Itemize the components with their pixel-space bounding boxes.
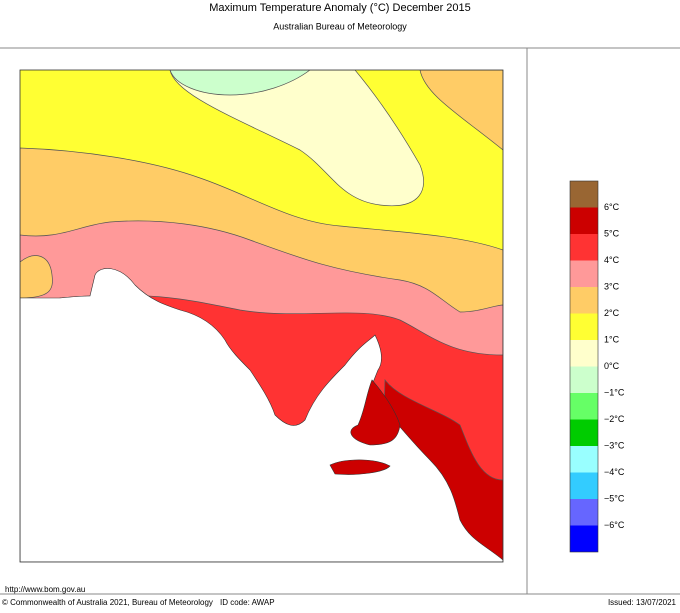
legend: 6°C 5°C 4°C 3°C 2°C 1°C 0°C −1°C −2°C −3°C −4°C −5°… bbox=[569, 180, 625, 553]
legend-swatch bbox=[570, 499, 598, 526]
legend-swatch bbox=[570, 207, 598, 234]
island bbox=[329, 459, 391, 475]
legend-border bbox=[569, 180, 599, 553]
legend-swatch bbox=[570, 472, 598, 499]
footer-copyright: © Commonwealth of Australia 2021, Bureau… bbox=[2, 598, 213, 607]
title: Maximum Temperature Anomaly (°C) Decembe… bbox=[209, 2, 471, 14]
legend-label: −5°C bbox=[604, 493, 625, 503]
legend-label: 1°C bbox=[604, 334, 620, 344]
sea bbox=[20, 268, 503, 562]
footer-url: http://www.bom.gov.au bbox=[5, 585, 85, 594]
legend-swatch bbox=[570, 419, 598, 446]
legend-label: −6°C bbox=[604, 520, 625, 530]
legend-swatch bbox=[570, 340, 598, 367]
legend-label: −2°C bbox=[604, 414, 625, 424]
legend-label: 6°C bbox=[604, 202, 620, 212]
legend-swatch bbox=[570, 313, 598, 340]
legend-label: −3°C bbox=[604, 440, 625, 450]
legend-swatch bbox=[570, 234, 598, 261]
footer-id: ID code: AWAP bbox=[220, 598, 275, 607]
zone-0-1 bbox=[169, 70, 424, 207]
peninsula bbox=[350, 379, 401, 446]
map-border bbox=[19, 69, 504, 563]
legend-swatch bbox=[570, 181, 598, 208]
legend-swatch bbox=[570, 287, 598, 314]
legend-swatch bbox=[570, 393, 598, 420]
zone-m1-0 bbox=[169, 70, 311, 96]
legend-label: −4°C bbox=[604, 467, 625, 477]
map bbox=[19, 69, 504, 563]
zone-2-3 bbox=[20, 255, 53, 299]
legend-swatch bbox=[570, 446, 598, 473]
legend-swatch bbox=[570, 525, 598, 552]
legend-label: 0°C bbox=[604, 361, 620, 371]
footer-issued: Issued: 13/07/2021 bbox=[608, 598, 677, 607]
subtitle: Australian Bureau of Meteorology bbox=[273, 21, 407, 31]
legend-label: 2°C bbox=[604, 308, 620, 318]
legend-label: 4°C bbox=[604, 255, 620, 265]
legend-label: 5°C bbox=[604, 228, 620, 238]
legend-swatch bbox=[570, 366, 598, 393]
legend-label: 3°C bbox=[604, 281, 620, 291]
legend-swatch bbox=[570, 260, 598, 287]
legend-label: −1°C bbox=[604, 387, 625, 397]
